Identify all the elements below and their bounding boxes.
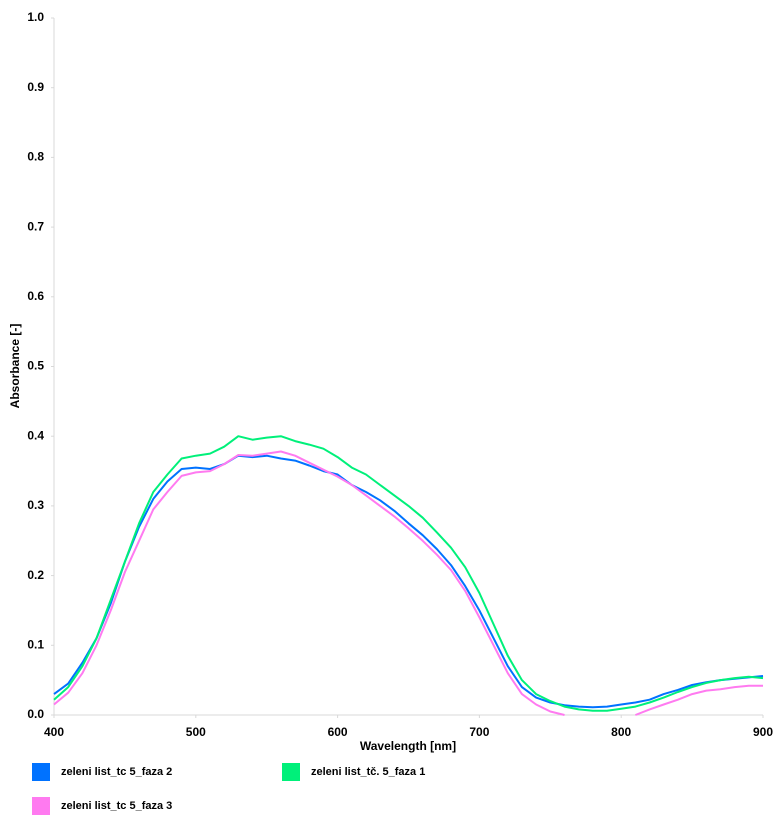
- legend-swatch: [32, 797, 50, 815]
- legend-label: zeleni list_tč. 5_faza 1: [311, 766, 425, 778]
- y-tick-label: 0.4: [27, 428, 44, 442]
- x-tick-label: 800: [611, 725, 631, 739]
- x-axis-label: Wavelength [nm]: [360, 739, 456, 753]
- y-tick-label: 0.9: [27, 80, 44, 94]
- legend-swatch: [32, 763, 50, 781]
- x-tick-label: 500: [186, 725, 206, 739]
- x-tick-label: 700: [469, 725, 489, 739]
- legend-swatch: [282, 763, 300, 781]
- x-tick-label: 600: [328, 725, 348, 739]
- y-tick-label: 0.5: [27, 359, 44, 373]
- legend-label: zeleni list_tc 5_faza 2: [61, 766, 172, 778]
- y-tick-label: 0.7: [27, 219, 44, 233]
- y-tick-label: 0.0: [27, 707, 44, 721]
- y-tick-label: 0.6: [27, 289, 44, 303]
- y-tick-label: 0.8: [27, 150, 44, 164]
- y-tick-label: 0.2: [27, 568, 44, 582]
- series-line: [53, 435, 764, 712]
- y-tick-label: 0.3: [27, 498, 44, 512]
- legend-label: zeleni list_tc 5_faza 3: [61, 800, 172, 812]
- y-tick-label: 1.0: [27, 10, 44, 24]
- series-line: [53, 454, 764, 709]
- legend: zeleni list_tc 5_faza 2 zeleni list_tč. 5…: [32, 763, 425, 815]
- x-tick-label: 900: [753, 725, 773, 739]
- x-tick-label: 400: [44, 725, 64, 739]
- series-line: [53, 450, 763, 716]
- y-axis-label: Absorbance [-]: [8, 324, 22, 409]
- y-tick-label: 0.1: [27, 637, 44, 651]
